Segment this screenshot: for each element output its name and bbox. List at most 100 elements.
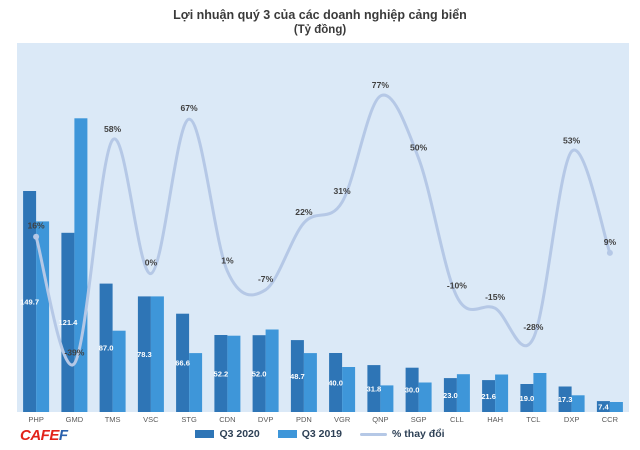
- x-axis-label-ccr: CCR: [601, 415, 618, 424]
- pct-change-line: [34, 93, 612, 367]
- bar-q3-2020-CCR: [596, 401, 610, 412]
- legend-item-q3-2020: Q3 2020: [195, 428, 260, 440]
- legend-bar-swatch: [195, 430, 215, 438]
- x-axis-label-dxp: DXP: [563, 415, 580, 424]
- x-axis: PHP GMD TMS VSC STG CDN DVP PDN VGR QNP SGP CLL HAH T…: [17, 415, 629, 427]
- bar-value-label: 87.0: [99, 344, 114, 353]
- bar-q3-2020-PHP: [23, 191, 37, 412]
- bar-value-label: 78.3: [137, 350, 152, 359]
- pct-label: 77%: [372, 80, 390, 90]
- pct-label: 0%: [145, 258, 158, 268]
- x-axis-label-qnp: QNP: [372, 415, 389, 424]
- legend-label: Q3 2020: [219, 428, 260, 440]
- x-axis-label-tms: TMS: [104, 415, 121, 424]
- x-axis-label-vsc: VSC: [143, 415, 159, 424]
- pct-label: -10%: [447, 281, 467, 291]
- bar-q3-2019-VGR: [342, 367, 356, 412]
- bar-q3-2020-VSC: [137, 296, 151, 412]
- x-axis-label-pdn: PDN: [295, 415, 312, 424]
- cafef-logo: CAFEF: [20, 427, 68, 444]
- pct-label: 53%: [563, 135, 581, 145]
- bar-value-label: 48.7: [290, 372, 305, 381]
- pct-label: -39%: [64, 348, 84, 358]
- legend-label: Q3 2019: [301, 428, 343, 440]
- x-axis-label-gmd: GMD: [65, 415, 84, 424]
- bar-value-label: 31.8: [367, 384, 382, 393]
- bar-q3-2020-VGR: [329, 353, 343, 412]
- bar-value-label: 66.6: [175, 359, 190, 368]
- pct-label: 31%: [333, 186, 351, 196]
- bar-q3-2019-QNP: [380, 385, 394, 412]
- bar-q3-2020-TMS: [99, 283, 113, 412]
- legend-bar-swatch: [277, 430, 297, 438]
- bar-q3-2020-CDN: [214, 335, 228, 412]
- chart-legend: Q3 2020 Q3 2019 % thay đổi: [0, 428, 640, 440]
- bar-q3-2019-CDN: [227, 335, 241, 412]
- chart-plot-area: 149.7 121.4 87.0 78.3 66.6 52.2 52.0 48.7 40.0 31…: [17, 43, 629, 413]
- bar-q3-2020-DXP: [558, 386, 572, 412]
- bar-value-label: 23.0: [443, 391, 458, 400]
- bar-q3-2019-TMS: [112, 330, 126, 412]
- pct-label: 58%: [104, 124, 122, 134]
- bar-q3-2020-TCL: [520, 384, 534, 412]
- x-axis-label-sgp: SGP: [410, 415, 427, 424]
- bar-value-label: 52.2: [214, 369, 229, 378]
- line-endpoint-marker: [33, 233, 40, 240]
- bar-q3-2020-STG: [176, 313, 190, 412]
- line-endpoint-marker: [606, 249, 613, 256]
- pct-label: 67%: [180, 103, 198, 113]
- bar-q3-2019-CCR: [609, 402, 623, 412]
- pct-label: 50%: [410, 142, 428, 152]
- bar-q3-2019-VSC: [150, 296, 164, 412]
- x-axis-label-hah: HAH: [487, 415, 504, 424]
- pct-label: 1%: [221, 255, 234, 265]
- x-axis-label-stg: STG: [181, 415, 197, 424]
- bar-q3-2019-GMD: [74, 118, 88, 413]
- legend-item-%-thay-đổi: % thay đổi: [360, 428, 445, 440]
- x-axis-label-cll: CLL: [449, 415, 464, 424]
- bar-value-label: 40.0: [328, 378, 343, 387]
- cafef-logo-blue: F: [58, 427, 68, 444]
- bar-value-label: 7.4: [598, 402, 609, 411]
- bar-q3-2020-DVP: [252, 335, 266, 412]
- bar-value-label: 149.7: [20, 297, 39, 306]
- bar-q3-2020-PDN: [290, 340, 304, 412]
- bar-value-label: 121.4: [58, 318, 78, 327]
- bar-q3-2019-STG: [189, 353, 203, 412]
- bar-value-label: 21.6: [481, 392, 496, 401]
- pct-label: 16%: [27, 221, 45, 231]
- bar-value-label: 19.0: [520, 394, 535, 403]
- bar-q3-2019-PHP: [36, 221, 50, 412]
- x-axis-label-php: PHP: [28, 415, 44, 424]
- bar-q3-2019-CLL: [456, 374, 470, 412]
- combo-chart: 149.7 121.4 87.0 78.3 66.6 52.2 52.0 48.7 40.0 31…: [20, 80, 623, 413]
- bar-value-label: 30.0: [405, 386, 420, 395]
- pct-label: -15%: [485, 292, 505, 302]
- legend-label: % thay đổi: [392, 428, 445, 440]
- bar-q3-2020-QNP: [367, 365, 381, 412]
- bar-q3-2020-SGP: [405, 367, 419, 412]
- bar-q3-2019-PDN: [303, 353, 317, 412]
- bar-q3-2019-TCL: [533, 373, 547, 412]
- bar-q3-2019-DVP: [265, 329, 279, 412]
- pct-label: 22%: [295, 207, 313, 217]
- cafef-logo-red: CAFE: [20, 427, 59, 444]
- bar-q3-2020-HAH: [482, 380, 496, 412]
- chart-title: Lợi nhuận quý 3 của các doanh nghiệp cản…: [173, 8, 467, 22]
- bar-q3-2019-DXP: [571, 395, 585, 412]
- x-axis-label-tcl: TCL: [526, 415, 541, 424]
- legend-line-swatch: [360, 432, 388, 436]
- pct-label: -7%: [258, 274, 274, 284]
- bar-q3-2019-HAH: [495, 374, 509, 412]
- legend-item-q3-2019: Q3 2019: [277, 428, 343, 440]
- x-axis-label-cdn: CDN: [219, 415, 236, 424]
- x-axis-label-vgr: VGR: [333, 415, 351, 424]
- x-axis-label-dvp: DVP: [257, 415, 274, 424]
- bar-value-label: 52.0: [252, 369, 267, 378]
- chart-subtitle: (Tỷ đồng): [293, 24, 347, 36]
- bar-q3-2019-SGP: [418, 382, 432, 412]
- pct-label: -28%: [523, 322, 543, 332]
- bar-value-label: 17.3: [558, 395, 573, 404]
- bar-q3-2020-GMD: [61, 232, 75, 412]
- bar-q3-2020-CLL: [443, 378, 457, 412]
